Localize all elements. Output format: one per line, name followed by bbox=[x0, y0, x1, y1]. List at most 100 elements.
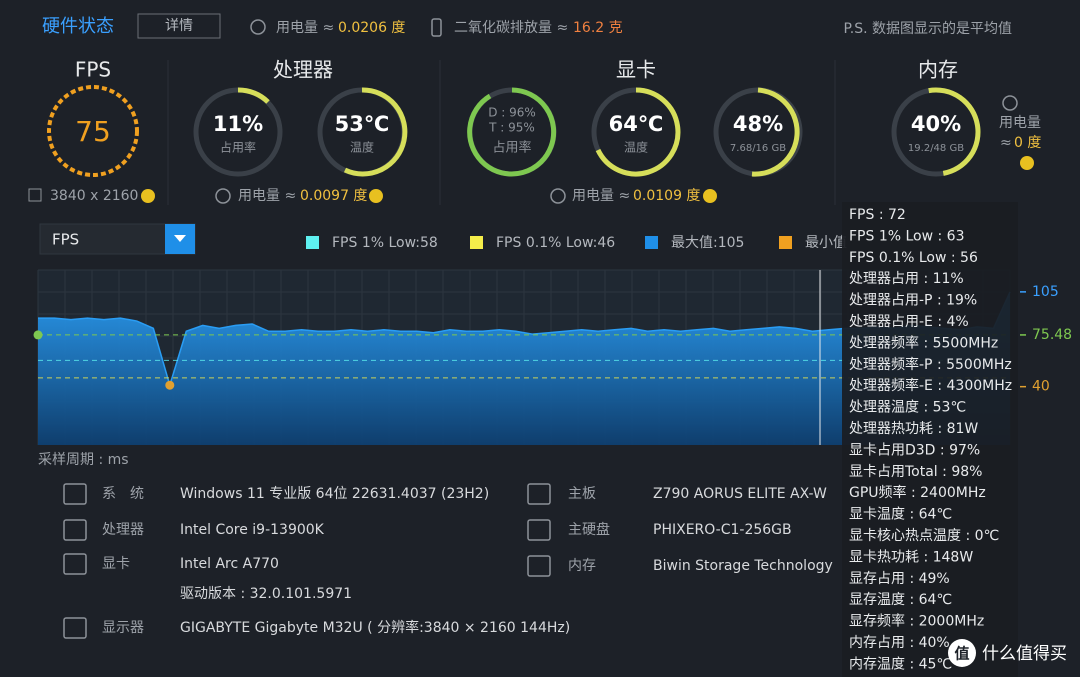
system-info: 系 统 Windows 11 专业版 64位 22631.4037 (23H2) 处… bbox=[63, 483, 833, 639]
tooltip-line: 显存占用 : 49% bbox=[849, 571, 950, 587]
legend-label: FPS 1% Low:58 bbox=[332, 235, 438, 251]
fps-area bbox=[38, 291, 1010, 445]
co2-icon bbox=[431, 18, 442, 37]
detail-button[interactable] bbox=[137, 13, 221, 39]
tooltip-line: 处理器频率 : 5500MHz bbox=[849, 334, 998, 351]
cpu-power-value: 0.0097 度 bbox=[300, 188, 367, 204]
x-label: 采样周期 : ms bbox=[38, 452, 129, 468]
tooltip-line: 显存温度 : 64℃ bbox=[849, 592, 952, 608]
tooltip-line: 处理器热功耗 : 81W bbox=[849, 421, 978, 437]
info-value: Z790 AORUS ELITE AX-W bbox=[653, 486, 827, 502]
watermark-logo-bg bbox=[948, 639, 976, 667]
gpu-temp-label: 温度 bbox=[624, 140, 648, 155]
info-value: Windows 11 专业版 64位 22631.4037 (23H2) bbox=[180, 486, 489, 502]
tooltip-line: 处理器占用-P : 19% bbox=[849, 293, 977, 309]
power-icon bbox=[550, 188, 566, 204]
gpu-vram-sub: 7.68/16 GB bbox=[730, 143, 786, 154]
help-icon[interactable] bbox=[1020, 156, 1034, 170]
legend-label: 最大值:105 bbox=[671, 235, 744, 251]
help-icon[interactable] bbox=[141, 189, 155, 203]
info-label: 系 统 bbox=[102, 486, 144, 502]
info-icon bbox=[63, 617, 87, 639]
tooltip-line: 显卡核心热点温度 : 0℃ bbox=[849, 528, 999, 544]
start-marker bbox=[33, 330, 43, 340]
fps-value: 75 bbox=[75, 115, 111, 148]
fps-ring bbox=[47, 85, 139, 177]
cpu-usage-label: 占用率 bbox=[220, 140, 256, 155]
legend-label: 最小值 bbox=[805, 235, 847, 251]
info-label: 处理器 bbox=[102, 522, 144, 538]
legend-swatch bbox=[645, 236, 658, 249]
power-label: 用电量 ≈ bbox=[276, 20, 334, 36]
power-icon bbox=[250, 19, 266, 35]
info-icon bbox=[527, 483, 551, 505]
dropdown-arrow bbox=[174, 235, 186, 242]
mem-title: 内存 bbox=[918, 58, 958, 82]
legend-swatch bbox=[470, 236, 483, 249]
co2-value: 16.2 克 bbox=[573, 20, 623, 36]
info-icon bbox=[63, 519, 87, 541]
help-icon[interactable] bbox=[703, 189, 717, 203]
right-label: 105 bbox=[1032, 284, 1059, 300]
info-value: Biwin Storage Technology bbox=[653, 558, 833, 574]
gpu-vram: 48% bbox=[733, 112, 783, 136]
fps-title: FPS bbox=[75, 58, 111, 82]
info-value: Intel Arc A770 bbox=[180, 556, 279, 572]
title: 硬件状态 bbox=[42, 16, 114, 37]
info-icon bbox=[527, 519, 551, 541]
cpu-power-label: 用电量 ≈ bbox=[238, 188, 296, 204]
info-value: GIGABYTE Gigabyte M32U ( 分辨率:3840 × 2160… bbox=[180, 619, 570, 636]
info-label: 显卡 bbox=[102, 556, 130, 572]
legend-swatch bbox=[779, 236, 792, 249]
note: P.S. 数据图显示的是平均值 bbox=[844, 21, 1013, 37]
monitor-icon bbox=[28, 188, 42, 202]
gpu-power-value: 0.0109 度 bbox=[633, 188, 700, 204]
info-icon bbox=[63, 483, 87, 505]
help-icon[interactable] bbox=[369, 189, 383, 203]
right-label: 40 bbox=[1032, 379, 1050, 395]
gpu-title: 显卡 bbox=[616, 58, 656, 82]
info-extra: 驱动版本 : 32.0.101.5971 bbox=[180, 586, 352, 602]
tooltip-line: 内存温度 : 45℃ bbox=[849, 656, 952, 672]
info-label: 主硬盘 bbox=[568, 521, 610, 538]
tooltip-line: 处理器占用-E : 4% bbox=[849, 314, 969, 330]
tooltip bbox=[842, 202, 1018, 677]
watermark-text: 什么值得买 bbox=[982, 644, 1067, 664]
tooltip-line: 显卡热功耗 : 148W bbox=[849, 549, 973, 565]
tooltip-line: FPS 1% Low : 63 bbox=[849, 228, 965, 244]
cpu-title: 处理器 bbox=[273, 58, 333, 82]
tooltip-line: 处理器频率-P : 5500MHz bbox=[849, 356, 1012, 373]
detail-button-label[interactable]: 详情 bbox=[165, 18, 193, 34]
legend-label: FPS 0.1% Low:46 bbox=[496, 235, 615, 251]
info-label: 显示器 bbox=[102, 620, 144, 636]
tooltip-line: 处理器占用 : 11% bbox=[849, 271, 964, 287]
mem-usage-sub: 19.2/48 GB bbox=[908, 143, 964, 154]
info-icon bbox=[527, 555, 551, 577]
right-label: 75.48 bbox=[1032, 327, 1072, 343]
mem-usage: 40% bbox=[911, 112, 961, 136]
info-value: PHIXERO-C1-256GB bbox=[653, 522, 792, 538]
gpu-t: T : 95% bbox=[488, 121, 535, 135]
tooltip-line: 显卡占用D3D : 97% bbox=[849, 442, 980, 458]
gpu-d: D : 96% bbox=[488, 106, 536, 120]
cpu-temp-label: 温度 bbox=[350, 140, 374, 155]
co2-label: 二氧化碳排放量 ≈ bbox=[454, 20, 568, 36]
tooltip-line: 处理器温度 : 53℃ bbox=[849, 400, 966, 416]
separators bbox=[167, 60, 836, 205]
mem-power-approx: ≈ bbox=[1000, 135, 1012, 151]
gpu-temp: 64℃ bbox=[609, 112, 664, 136]
rings bbox=[193, 87, 981, 177]
tooltip-line: 显存频率 : 2000MHz bbox=[849, 613, 984, 630]
legend-swatch bbox=[306, 236, 319, 249]
tooltip-line: FPS : 72 bbox=[849, 207, 906, 223]
power-icon bbox=[215, 188, 231, 204]
mem-power-value: 0 度 bbox=[1014, 135, 1041, 151]
gpu-power-label: 用电量 ≈ bbox=[572, 188, 630, 204]
info-label: 内存 bbox=[568, 558, 596, 574]
cpu-temp: 53℃ bbox=[335, 112, 390, 136]
tooltip-line: GPU频率 : 2400MHz bbox=[849, 484, 986, 501]
dropdown-label[interactable]: FPS bbox=[52, 231, 79, 249]
tooltip-line: FPS 0.1% Low : 56 bbox=[849, 250, 978, 266]
power-value: 0.0206 度 bbox=[338, 20, 405, 36]
